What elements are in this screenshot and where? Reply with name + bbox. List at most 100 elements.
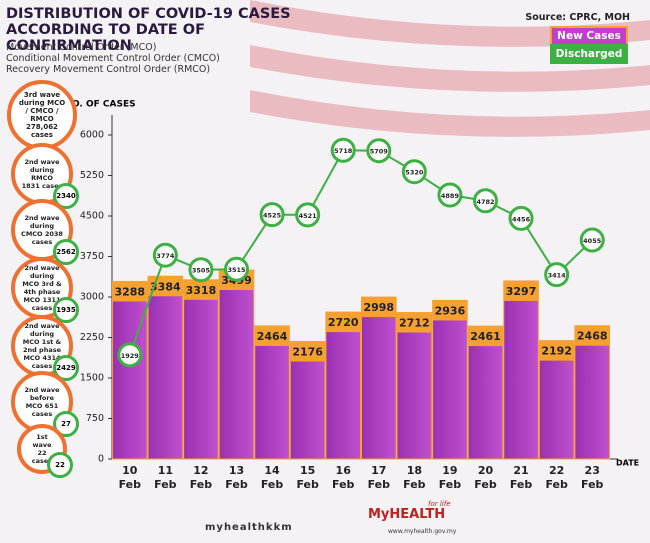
bar (503, 280, 539, 460)
point-value-label: 5718 (334, 147, 353, 155)
y-tick-label: 3000 (80, 292, 104, 303)
point-value-label: 4521 (299, 212, 318, 220)
subtitle: Recovery Movement Control Order (RMCO) (6, 64, 211, 75)
bar-label-box (183, 279, 219, 300)
bar-value-label: 2468 (577, 330, 608, 343)
bar (361, 296, 397, 460)
discharged-point (117, 342, 143, 368)
bar-value-label: 3288 (114, 285, 145, 298)
bar-label-box (574, 325, 610, 346)
point-value-label: 4782 (476, 198, 494, 206)
x-tick-label: 10 Feb (118, 464, 141, 491)
brand-tagline: for life (428, 500, 451, 508)
bar-value-label: 2998 (363, 301, 394, 314)
x-tick-label: 18 Feb (403, 464, 426, 491)
website: www.myhealth.gov.my (388, 528, 457, 535)
x-tick-label: 16 Feb (332, 464, 355, 491)
social-handle: myhealthkkm (205, 522, 293, 533)
discharged-point (330, 137, 356, 163)
y-tick-label: 750 (86, 413, 104, 424)
bar-value-label: 2936 (435, 304, 466, 317)
point-value-label: 5709 (370, 148, 389, 156)
bar-label-box (325, 312, 361, 333)
discharged-point (437, 182, 463, 208)
x-tick-label: 22 Feb (545, 464, 568, 491)
bar (254, 325, 290, 460)
bar (325, 311, 361, 460)
y-axis-label: NO. OF CASES (64, 100, 135, 110)
point-value-label: 3515 (227, 266, 246, 274)
point-value-label: 1929 (121, 352, 140, 360)
x-axis-label: DATE (616, 459, 639, 468)
discharged-point (295, 202, 321, 228)
point-value-label: 4055 (583, 237, 602, 245)
bar (432, 299, 468, 460)
bar-label-box (468, 326, 503, 347)
y-tick-label: 6000 (80, 130, 104, 141)
bar-value-label: 3384 (150, 280, 181, 293)
bar (147, 275, 184, 460)
x-tick-label: 19 Feb (438, 464, 462, 491)
subtitle: Movement Control Order (MCO) (6, 42, 157, 53)
bar (574, 325, 611, 460)
bar-label-box (290, 341, 325, 362)
point-value-label: 5320 (405, 169, 424, 177)
bar (183, 279, 219, 460)
x-tick-label: 17 Feb (367, 464, 390, 491)
x-tick-label: 11 Feb (154, 464, 177, 491)
discharged-point (188, 257, 214, 283)
bar-value-label: 2720 (328, 316, 359, 329)
legend-new-cases: New Cases (550, 26, 628, 46)
discharged-point (508, 205, 534, 231)
discharged-point (259, 202, 285, 228)
bar-value-label: 2176 (292, 345, 323, 358)
bar-label-box (432, 300, 468, 321)
point-value-label: 3414 (548, 272, 567, 280)
bar-value-label: 2712 (399, 317, 430, 330)
legend-discharged: Discharged (550, 44, 628, 64)
wave-circle: 2nd wave before MCO 651 cases (11, 371, 73, 433)
bar (112, 280, 148, 460)
bar-value-label: 2464 (257, 330, 288, 343)
bar-label-box (361, 297, 397, 318)
discharged-point (579, 227, 605, 253)
wave-discharged-badge: 27 (53, 411, 79, 437)
subtitle: Conditional Movement Control Order (CMCO… (6, 53, 220, 64)
bar-label-box (112, 281, 148, 302)
y-tick-label: 4500 (80, 211, 104, 222)
source: Source: CPRC, MOH (525, 12, 630, 23)
y-tick-label: 1500 (80, 373, 104, 384)
discharged-point (544, 262, 570, 288)
y-tick-label: 0 (98, 454, 104, 465)
discharged-point (401, 159, 427, 185)
point-value-label: 4456 (512, 215, 531, 223)
bar-value-label: 2461 (470, 330, 501, 343)
point-value-label: 4889 (441, 192, 460, 200)
y-tick-label: 3750 (80, 251, 104, 262)
x-tick-label: 23 Feb (581, 464, 604, 491)
x-tick-label: 15 Feb (296, 464, 319, 491)
bar-label-box (539, 340, 574, 361)
x-tick-label: 13 Feb (225, 464, 248, 491)
x-tick-label: 14 Feb (260, 464, 284, 491)
bar-value-label: 3318 (186, 284, 217, 297)
x-tick-label: 20 Feb (474, 464, 497, 491)
point-value-label: 3505 (192, 267, 211, 275)
x-tick-label: 12 Feb (189, 464, 213, 491)
discharged-point (224, 256, 249, 282)
brand: MyHEALTH (368, 507, 446, 522)
discharged-point (366, 138, 392, 164)
point-value-label: 4525 (263, 212, 282, 220)
bar-label-box (397, 312, 432, 333)
bar-value-label: 3297 (506, 285, 537, 298)
bar (396, 312, 433, 460)
point-value-label: 3774 (156, 252, 175, 260)
wave-discharged-badge: 22 (47, 452, 73, 478)
y-tick-label: 5250 (80, 170, 104, 181)
wave-circle: 3rd wave during MCO / CMCO / RMCO 278,06… (7, 80, 77, 150)
chart-title: DISTRIBUTION OF COVID-19 CASES ACCORDING… (6, 6, 291, 54)
x-tick-label: 21 Feb (509, 464, 533, 491)
discharged-point (152, 242, 178, 268)
